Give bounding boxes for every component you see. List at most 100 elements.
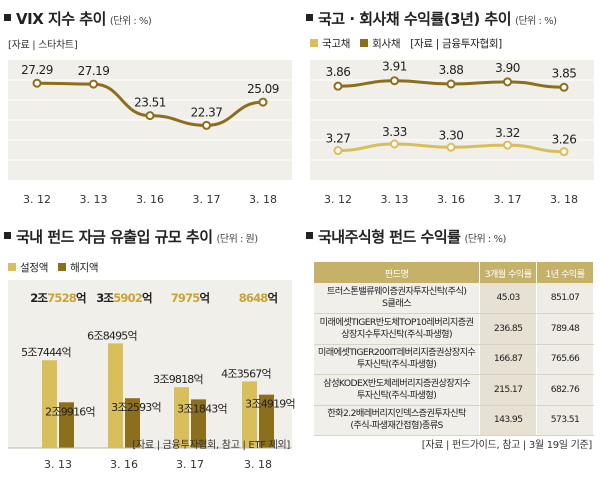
- return-1y-cell: 789.48: [536, 313, 594, 345]
- table-row: 미래에셋TIGER200IT레버리지증권상장지수 투자신탁(주식-파생형) 166.…: [314, 344, 594, 375]
- flows-source: [자료 | 금융투자협회, 참고 | ETF 제외]: [132, 440, 290, 451]
- net-flow-label: 7975억: [171, 291, 210, 305]
- returns-table: 펀드명 3개월 수익률 1년 수익률 트러스톤밸류웨이증권자투자신탁(주식) S클…: [314, 262, 594, 436]
- corp-bond-data-label: 3.86: [326, 65, 351, 79]
- gov-bond-data-label: 3.32: [495, 126, 520, 140]
- title-square-icon: [306, 14, 313, 21]
- fund-name-line2: 투자신탁(주식-파생형): [356, 359, 437, 371]
- vix-point: [89, 79, 98, 89]
- col-3m-return: 3개월 수익률: [479, 262, 538, 283]
- return-3m-cell: 166.87: [479, 344, 538, 375]
- x-tick-label: 3. 18: [244, 458, 272, 471]
- title-square-icon: [306, 232, 313, 239]
- table-row: 한화2.2배레버리지인덱스증권투자신탁 (주식-파생재간접형)종류S 143.95 5…: [314, 405, 594, 436]
- return-3m-cell: 236.85: [479, 313, 538, 345]
- inflow-data-label: 4조3567억: [221, 367, 271, 380]
- inflow-bar: [108, 343, 123, 448]
- fund-name-line2: (주식-파생재간접형)종류S: [350, 420, 443, 432]
- corp-bond-point: [390, 76, 399, 86]
- col-1y-return: 1년 수익률: [536, 262, 594, 283]
- gov-bond-data-label: 3.27: [326, 132, 351, 146]
- inflow-bar: [242, 381, 257, 448]
- corp-bond-point: [333, 81, 343, 91]
- x-tick-label: 3. 13: [80, 193, 108, 206]
- inflow-data-label: 3조9818억: [153, 373, 203, 386]
- fund-name-cell: 삼성KODEX반도체레버리지증권상장지수 투자신탁(주식-파생형): [314, 374, 481, 406]
- vix-data-label: 27.29: [21, 63, 53, 77]
- x-tick-label: 3. 17: [193, 193, 221, 206]
- returns-panel: 국내주식형 펀드 수익률 (단위 : %) 펀드명 3개월 수익률 1년 수익률 …: [300, 218, 600, 487]
- gov-bond-data-label: 3.33: [382, 125, 407, 139]
- outflow-bar: [59, 402, 74, 448]
- corp-bond-point: [559, 82, 569, 92]
- vix-unit: (단위 : %): [109, 16, 152, 27]
- return-1y-cell: 573.51: [536, 405, 594, 436]
- outflow-bar: [259, 394, 274, 448]
- vix-source: [자료 | 스타차트]: [8, 40, 78, 51]
- return-3m-cell: 143.95: [479, 405, 538, 436]
- fund-name-line1: 트러스톤밸류웨이증권자투자신탁(주식): [326, 286, 467, 297]
- inflow-data-label: 5조7444억: [21, 346, 71, 359]
- gov-bond-point: [333, 146, 343, 156]
- table-header-row: 펀드명 3개월 수익률 1년 수익률: [314, 262, 594, 283]
- x-tick-label: 3. 13: [381, 193, 409, 206]
- legend-item-inflow: 설정액: [8, 260, 48, 275]
- vix-data-label: 25.09: [247, 82, 279, 96]
- gov-bond-data-label: 3.26: [552, 133, 577, 147]
- x-tick-label: 3. 18: [550, 193, 578, 206]
- vix-point: [32, 78, 42, 88]
- gov-bond-point: [446, 142, 456, 152]
- return-1y-cell: 682.76: [536, 374, 594, 406]
- corp-bond-data-label: 3.90: [495, 61, 520, 75]
- return-3m-cell: 45.03: [479, 283, 538, 314]
- inflow-data-label: 6조8495억: [87, 329, 137, 342]
- bond-legend: 국고채 회사채 [자료 | 금융투자협회]: [310, 36, 502, 51]
- gov-bond-point: [390, 139, 399, 149]
- x-tick-label: 3. 16: [136, 193, 164, 206]
- return-1y-cell: 765.66: [536, 344, 594, 375]
- outflow-bar: [125, 398, 140, 448]
- x-tick-label: 3. 12: [23, 193, 51, 206]
- inflow-bar: [42, 360, 57, 448]
- net-flow-suffix: 억: [268, 291, 278, 305]
- bond-line-chart: 3.27 3.33 3.30 3.32 3.26 3.86 3.91 3.88 3.90 3.85…: [310, 60, 594, 206]
- x-tick-label: 3. 12: [324, 193, 352, 206]
- legend-item-outflow: 해지액: [58, 260, 98, 275]
- net-flow-value: 8648: [239, 291, 269, 305]
- gov-bond-data-label: 3.30: [439, 128, 464, 142]
- corp-bond-point: [446, 79, 456, 89]
- net-flow-suffix: 억: [142, 291, 152, 305]
- corp-bond-data-label: 3.88: [439, 63, 464, 77]
- vix-data-label: 23.51: [134, 96, 166, 110]
- vix-title: VIX 지수 추이 (단위 : %): [4, 8, 152, 29]
- fund-name-line2: 투자신탁(주식-파생형): [356, 389, 437, 401]
- fund-name-line1: 삼성KODEX반도체레버리지증권상장지수: [323, 377, 470, 389]
- returns-source: [자료 | 펀드가이드, 참고 | 3월 19일 기준]: [421, 440, 593, 451]
- net-flow-suffix: 억: [76, 291, 86, 305]
- flows-panel: 국내 펀드 자금 유출입 규모 추이 (단위 : 원) 설정액 해지액 5조7444…: [0, 218, 300, 487]
- table-row: 미래에셋TIGER반도체TOP10레버리지증권 상장지수투자신탁(주식-파생형) 2…: [314, 313, 594, 345]
- legend-item-gov: 국고채: [310, 36, 350, 51]
- bond-source: [자료 | 금융투자협회]: [410, 38, 502, 50]
- corp-bond-data-label: 3.85: [552, 66, 577, 80]
- vix-point: [258, 97, 268, 107]
- inflow-bar: [174, 387, 189, 448]
- x-tick-label: 3. 16: [437, 193, 465, 206]
- returns-title: 국내주식형 펀드 수익률 (단위 : %): [306, 226, 506, 247]
- table-row: 트러스톤밸류웨이증권자투자신탁(주식) S클래스 45.03 851.07: [314, 283, 594, 314]
- net-flow-prefix: 2조: [30, 291, 48, 305]
- vix-data-label: 22.37: [191, 105, 223, 119]
- flows-unit: (단위 : 원): [216, 234, 259, 245]
- vix-point: [202, 120, 211, 130]
- col-fund-name: 펀드명: [314, 262, 481, 283]
- net-flow-suffix: 억: [200, 291, 210, 305]
- net-flow-value: 7528: [47, 291, 77, 305]
- fund-name-line1: 미래에셋TIGER200IT레버리지증권상장지수: [317, 347, 476, 359]
- net-flow-label: 8648억: [239, 291, 278, 305]
- fund-name-line1: 한화2.2배레버리지인덱스증권투자신탁: [327, 408, 466, 420]
- vix-line-chart: 27.29 3. 12 27.19 3. 13 23.51 3. 16 22.37 3. 17…: [8, 63, 292, 206]
- legend-swatch-inflow: [8, 263, 16, 271]
- bond-panel: 국고 · 회사채 수익률(3년) 추이 (단위 : %) 국고채 회사채 [자료 | …: [300, 0, 600, 215]
- returns-unit: (단위 : %): [464, 234, 506, 245]
